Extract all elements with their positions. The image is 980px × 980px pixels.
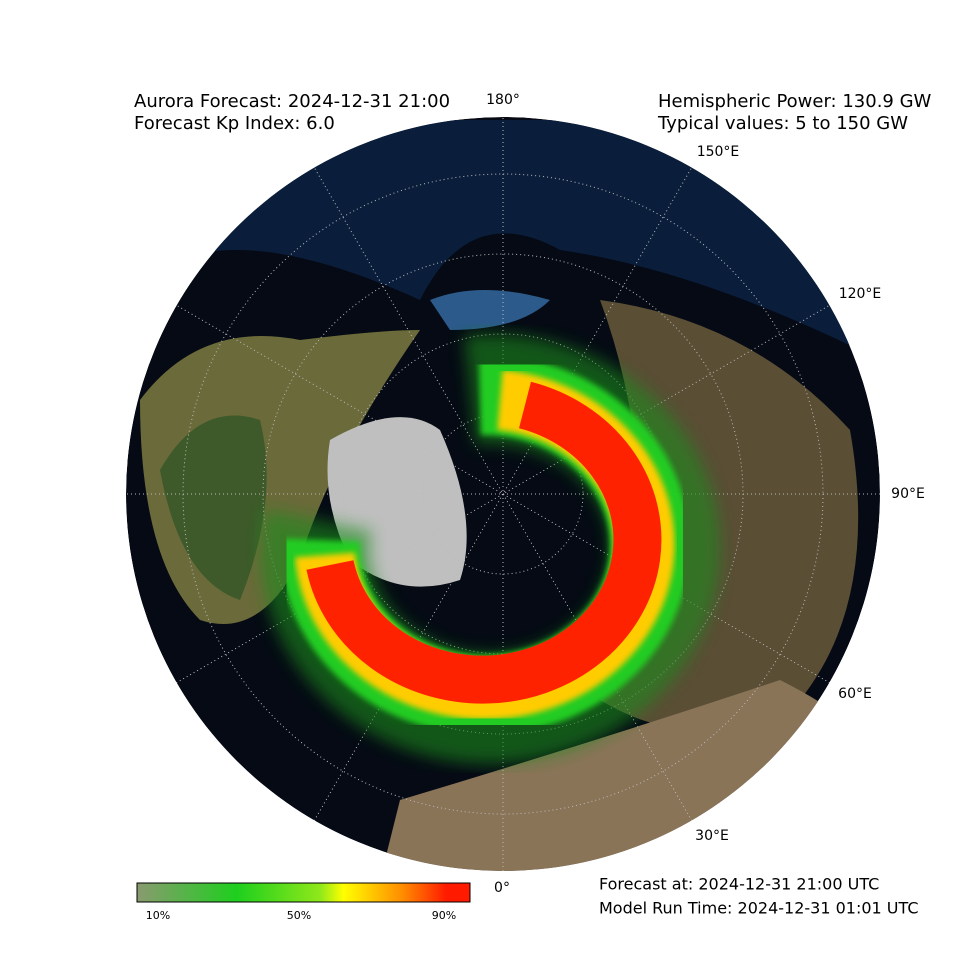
- graticule: [126, 117, 880, 871]
- lon-label: 180°: [486, 92, 520, 108]
- colorbar-label: 10%: [146, 909, 170, 922]
- lon-label: 30°E: [695, 828, 729, 844]
- lon-label: 0°: [494, 880, 510, 896]
- hemispheric-power: Hemispheric Power: 130.9 GW: [658, 91, 932, 112]
- lon-label: 90°E: [891, 486, 925, 502]
- colorbar: [136, 882, 471, 903]
- lon-label: 60°E: [838, 686, 872, 702]
- title: Aurora Forecast: 2024-12-31 21:00: [134, 91, 450, 112]
- colorbar-label: 90%: [432, 909, 456, 922]
- forecast-time: Forecast at: 2024-12-31 21:00 UTC: [599, 875, 879, 894]
- colorbar-labels: 10% 50% 90%: [146, 909, 456, 922]
- kp-index: Forecast Kp Index: 6.0: [134, 113, 335, 134]
- longitude-labels: 180° 150°E 120°E 90°E 60°E 30°E 0°: [486, 92, 925, 896]
- model-run-time: Model Run Time: 2024-12-31 01:01 UTC: [599, 899, 919, 918]
- lon-label: 150°E: [697, 144, 740, 160]
- globe: [126, 117, 880, 871]
- lon-label: 120°E: [839, 286, 882, 302]
- typical-values: Typical values: 5 to 150 GW: [657, 113, 908, 134]
- aurora-oval: [260, 333, 721, 764]
- colorbar-label: 50%: [287, 909, 311, 922]
